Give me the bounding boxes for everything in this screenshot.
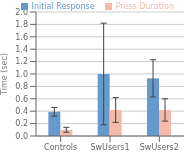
svg-text:2.0: 2.0: [15, 8, 28, 17]
svg-text:SwUsers1: SwUsers1: [90, 143, 129, 152]
svg-text:SwUsers2: SwUsers2: [140, 143, 179, 152]
svg-text:0.4: 0.4: [15, 107, 28, 116]
svg-text:Controls: Controls: [44, 143, 77, 152]
svg-text:1.8: 1.8: [15, 20, 28, 29]
svg-text:Time (sec): Time (sec): [8, 53, 9, 96]
svg-text:0.2: 0.2: [15, 119, 28, 128]
svg-text:0.8: 0.8: [15, 82, 28, 91]
html-text:Press Duration: Press Duration: [115, 2, 174, 11]
svg-text:1.0: 1.0: [15, 70, 28, 79]
svg-text:1.4: 1.4: [15, 45, 28, 54]
svg-text:1.2: 1.2: [15, 57, 28, 66]
svg-text:0.6: 0.6: [15, 95, 28, 104]
svg-text:1.6: 1.6: [15, 33, 28, 42]
html-text:Initial Response: Initial Response: [31, 2, 95, 11]
svg-text:0.0: 0.0: [15, 132, 28, 141]
